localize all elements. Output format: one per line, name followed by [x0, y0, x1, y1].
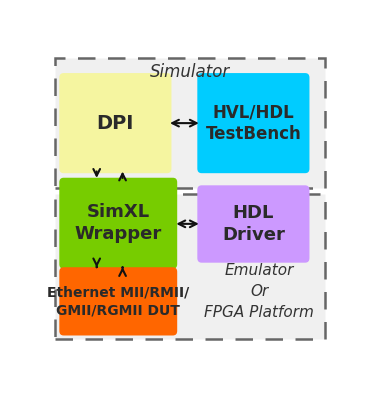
FancyBboxPatch shape — [59, 267, 177, 336]
Text: HVL/HDL
TestBench: HVL/HDL TestBench — [206, 103, 301, 143]
Text: Ethernet MII/RMII/
GMII/RGMII DUT: Ethernet MII/RMII/ GMII/RGMII DUT — [47, 286, 189, 317]
Text: SimXL
Wrapper: SimXL Wrapper — [75, 203, 162, 243]
FancyBboxPatch shape — [197, 73, 309, 173]
Text: Simulator: Simulator — [150, 63, 230, 81]
FancyBboxPatch shape — [55, 58, 325, 188]
FancyBboxPatch shape — [55, 194, 325, 338]
FancyBboxPatch shape — [59, 178, 177, 269]
FancyBboxPatch shape — [197, 185, 309, 263]
Text: DPI: DPI — [97, 113, 134, 133]
FancyBboxPatch shape — [59, 73, 171, 173]
Text: HDL
Driver: HDL Driver — [222, 204, 285, 244]
Text: Emulator
Or
FPGA Platform: Emulator Or FPGA Platform — [204, 263, 314, 320]
